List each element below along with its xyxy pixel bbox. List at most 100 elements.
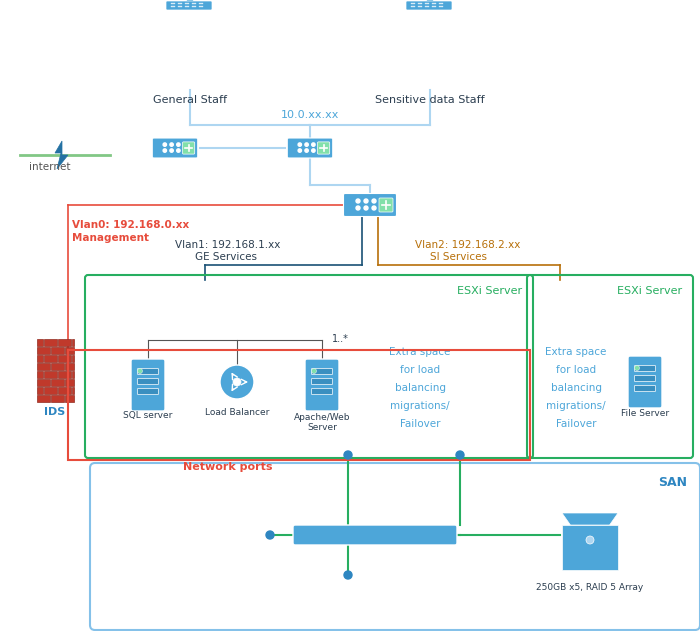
FancyBboxPatch shape	[411, 6, 415, 7]
Text: internet: internet	[29, 162, 71, 172]
FancyBboxPatch shape	[199, 3, 203, 4]
FancyBboxPatch shape	[439, 6, 443, 7]
FancyBboxPatch shape	[178, 6, 182, 7]
FancyBboxPatch shape	[432, 6, 436, 7]
Text: 250GB x5, RAID 5 Array: 250GB x5, RAID 5 Array	[536, 583, 643, 592]
Circle shape	[356, 199, 360, 203]
FancyBboxPatch shape	[131, 359, 165, 411]
Text: for load: for load	[556, 365, 596, 375]
Text: migrations/: migrations/	[390, 401, 450, 411]
FancyBboxPatch shape	[183, 142, 195, 154]
Circle shape	[298, 149, 302, 152]
FancyBboxPatch shape	[425, 6, 429, 7]
Circle shape	[305, 149, 308, 152]
Circle shape	[344, 451, 352, 459]
Circle shape	[312, 149, 315, 152]
FancyBboxPatch shape	[634, 365, 655, 372]
FancyBboxPatch shape	[57, 371, 71, 378]
Circle shape	[344, 571, 352, 579]
Circle shape	[233, 378, 241, 386]
Text: GE Services: GE Services	[195, 252, 257, 262]
FancyBboxPatch shape	[36, 355, 43, 362]
Text: Extra space: Extra space	[389, 347, 451, 357]
FancyBboxPatch shape	[192, 6, 196, 7]
Circle shape	[305, 143, 308, 146]
FancyBboxPatch shape	[634, 375, 655, 382]
FancyBboxPatch shape	[185, 3, 189, 4]
Text: 1..*: 1..*	[332, 334, 349, 344]
Circle shape	[170, 149, 174, 152]
FancyBboxPatch shape	[628, 356, 662, 408]
FancyBboxPatch shape	[71, 339, 74, 346]
Circle shape	[312, 369, 316, 374]
Text: File Server: File Server	[621, 409, 669, 418]
FancyBboxPatch shape	[411, 3, 415, 4]
FancyBboxPatch shape	[36, 379, 50, 386]
Text: SAN: SAN	[658, 476, 687, 489]
Text: for load: for load	[400, 365, 440, 375]
Text: Failover: Failover	[400, 419, 440, 429]
Circle shape	[266, 531, 274, 539]
Text: Vlan0: 192.168.0.xx: Vlan0: 192.168.0.xx	[72, 220, 189, 230]
Text: Extra space: Extra space	[545, 347, 607, 357]
Circle shape	[586, 536, 594, 544]
Text: General Staff: General Staff	[153, 95, 227, 105]
Text: ESXi Server: ESXi Server	[617, 286, 682, 296]
FancyBboxPatch shape	[166, 1, 212, 10]
FancyBboxPatch shape	[71, 355, 74, 362]
FancyBboxPatch shape	[36, 339, 43, 346]
FancyBboxPatch shape	[439, 3, 443, 4]
Circle shape	[176, 149, 180, 152]
FancyBboxPatch shape	[137, 379, 158, 384]
FancyBboxPatch shape	[562, 525, 618, 570]
FancyBboxPatch shape	[71, 387, 74, 394]
FancyBboxPatch shape	[432, 3, 436, 4]
FancyBboxPatch shape	[406, 1, 452, 10]
FancyBboxPatch shape	[153, 138, 197, 158]
FancyBboxPatch shape	[312, 379, 332, 384]
FancyBboxPatch shape	[57, 355, 71, 362]
FancyBboxPatch shape	[418, 3, 422, 4]
Circle shape	[170, 143, 174, 146]
Circle shape	[176, 143, 180, 146]
Circle shape	[312, 143, 315, 146]
FancyBboxPatch shape	[185, 6, 189, 7]
Polygon shape	[55, 141, 68, 169]
FancyBboxPatch shape	[64, 379, 74, 386]
FancyBboxPatch shape	[64, 347, 74, 354]
Text: Vlan1: 192.168.1.xx: Vlan1: 192.168.1.xx	[175, 240, 281, 250]
FancyBboxPatch shape	[71, 371, 74, 378]
FancyBboxPatch shape	[57, 339, 71, 346]
FancyBboxPatch shape	[318, 142, 330, 154]
FancyBboxPatch shape	[379, 198, 393, 212]
FancyBboxPatch shape	[418, 6, 422, 7]
FancyBboxPatch shape	[50, 363, 64, 370]
FancyBboxPatch shape	[43, 355, 57, 362]
Text: balancing: balancing	[395, 383, 445, 393]
Circle shape	[372, 199, 376, 203]
FancyBboxPatch shape	[171, 3, 175, 4]
FancyBboxPatch shape	[43, 339, 57, 346]
Circle shape	[364, 199, 368, 203]
Polygon shape	[562, 513, 618, 525]
Polygon shape	[186, 0, 194, 3]
FancyBboxPatch shape	[36, 395, 50, 402]
Circle shape	[137, 369, 143, 374]
FancyBboxPatch shape	[634, 386, 655, 391]
FancyBboxPatch shape	[305, 359, 339, 411]
FancyBboxPatch shape	[171, 6, 175, 7]
FancyBboxPatch shape	[192, 3, 196, 4]
FancyBboxPatch shape	[36, 371, 43, 378]
Text: Apache/Web: Apache/Web	[294, 413, 350, 422]
FancyBboxPatch shape	[50, 379, 64, 386]
FancyBboxPatch shape	[50, 347, 64, 354]
Text: Vlan2: 192.168.2.xx: Vlan2: 192.168.2.xx	[415, 240, 520, 250]
Text: SQL server: SQL server	[123, 411, 173, 420]
Circle shape	[298, 143, 302, 146]
FancyBboxPatch shape	[137, 389, 158, 394]
Circle shape	[220, 365, 254, 399]
FancyBboxPatch shape	[36, 347, 50, 354]
FancyBboxPatch shape	[137, 369, 158, 375]
Text: 10.0.xx.xx: 10.0.xx.xx	[281, 110, 339, 120]
FancyBboxPatch shape	[178, 3, 182, 4]
